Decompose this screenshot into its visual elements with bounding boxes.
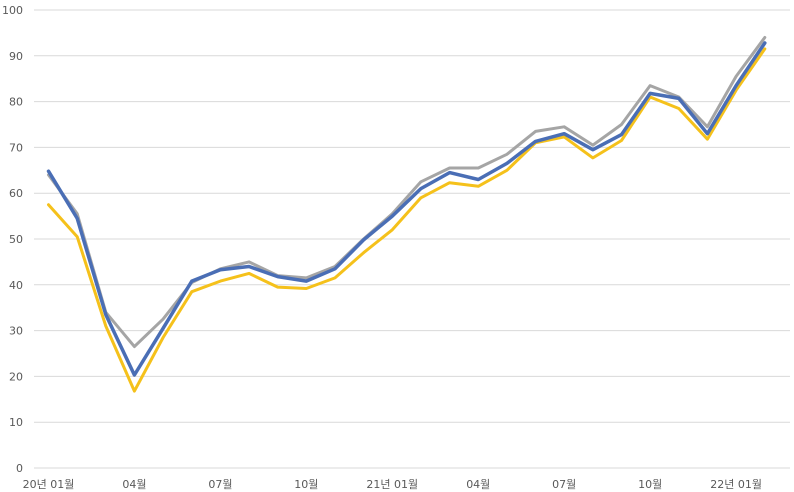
x-tick-label: 07월 — [208, 478, 232, 491]
y-tick-label: 70 — [9, 141, 23, 154]
x-tick-label: 04월 — [466, 478, 490, 491]
series-line-2 — [47, 47, 767, 393]
y-tick-label: 60 — [9, 187, 23, 200]
x-tick-label: 21년 01월 — [366, 478, 418, 491]
y-axis-tick-labels: 0 10 20 30 40 50 60 70 80 90 100 — [2, 4, 23, 475]
y-tick-label: 90 — [9, 50, 23, 63]
y-tick-label: 40 — [9, 279, 23, 292]
y-tick-label: 0 — [16, 462, 23, 475]
x-tick-label: 07월 — [552, 478, 576, 491]
series-line-1 — [47, 36, 767, 349]
series-lines — [46, 36, 767, 393]
x-tick-label: 10월 — [638, 478, 662, 491]
gridlines — [34, 9, 790, 469]
y-tick-label: 20 — [9, 370, 23, 383]
y-tick-label: 50 — [9, 233, 23, 246]
x-tick-label: 04월 — [122, 478, 146, 491]
series-line-3 — [46, 41, 767, 377]
x-tick-label: 10월 — [294, 478, 318, 491]
y-tick-label: 80 — [9, 96, 23, 109]
x-tick-label: 22년 01월 — [710, 478, 762, 491]
x-axis-tick-labels: 20년 01월 04월 07월 10월 21년 01월 04월 07월 10월 22년 01월 — [23, 478, 762, 491]
x-tick-label: 20년 01월 — [23, 478, 75, 491]
y-tick-label: 30 — [9, 325, 23, 338]
y-tick-label: 100 — [2, 4, 23, 17]
y-tick-label: 10 — [9, 416, 23, 429]
